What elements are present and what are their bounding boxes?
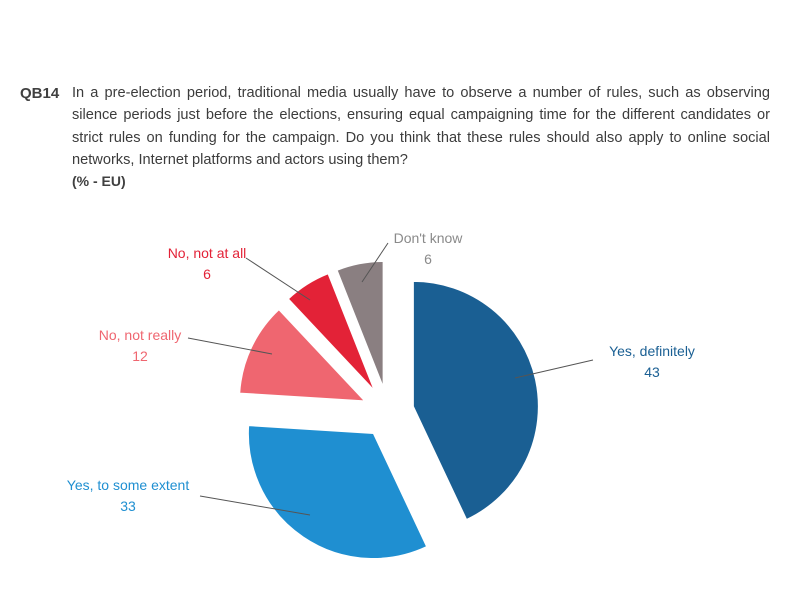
leader-line [187,337,273,355]
slice-value-label: 33 [120,498,136,514]
question-base: (% - EU) [72,173,126,189]
leader-line [514,359,594,379]
slice-value-label: 43 [644,364,660,380]
label-leaders [187,242,594,516]
slice-value-label: 6 [203,266,211,282]
pie-slices [239,260,539,560]
slice-label: Yes, to some extent [67,477,190,493]
pie-slice [247,425,428,560]
pie-slice [239,309,366,402]
pie-slice [412,280,539,521]
slice-label: No, not at all [168,245,247,261]
slice-value-label: 6 [424,251,432,267]
slice-label: Don't know [394,230,464,246]
slice-label: No, not really [99,327,181,343]
leader-line [361,242,389,283]
slice-value-label: 12 [132,348,148,364]
leader-line [245,257,311,301]
slice-label: Yes, definitely [609,343,695,359]
leader-line [199,495,311,516]
pie-slice [336,260,384,387]
question-text: In a pre-election period, traditional me… [72,85,770,169]
pie-slice [287,273,375,391]
question-id: QB14 [20,85,60,102]
slice-labels: Yes, definitely 43 Yes, to some extent 33 No… [67,230,695,514]
